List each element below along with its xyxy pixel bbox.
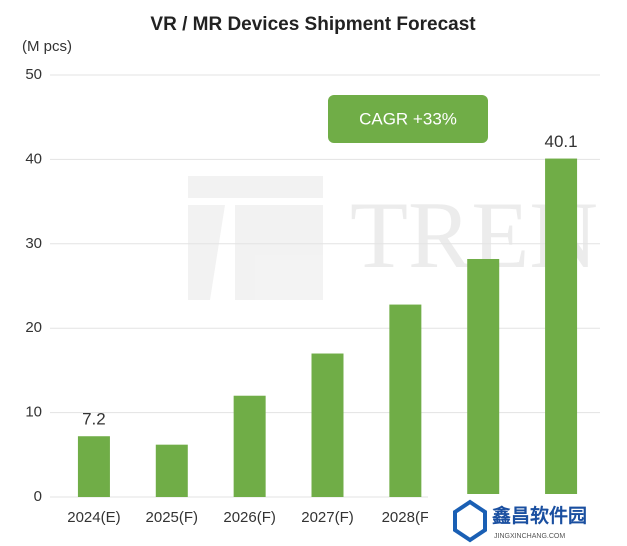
watermark-shape [188, 176, 323, 198]
y-tick-label: 20 [25, 319, 42, 336]
logo: 鑫昌软件园 JINGXINCHANG.COM [428, 494, 627, 546]
x-tick-label: 2025(F) [146, 509, 199, 526]
logo-text: 鑫昌软件园 [491, 504, 587, 527]
annotation: CAGR +33% [359, 109, 457, 128]
bar [77, 436, 110, 497]
y-tick-label: 50 [25, 66, 42, 83]
value-label: 40.1 [545, 132, 578, 151]
y-tick-label: 10 [25, 404, 42, 421]
watermark-shape [188, 205, 225, 300]
x-tick-label: 2027(F) [301, 509, 354, 526]
watermark [188, 176, 323, 300]
value-label: 7.2 [82, 410, 106, 429]
watermark-shape [235, 205, 323, 300]
bar [155, 444, 188, 497]
logo-subtext: JINGXINCHANG.COM [494, 533, 565, 540]
bar [545, 158, 578, 497]
logo-icon [453, 499, 487, 543]
bar [389, 304, 422, 497]
plot: 0 10 20 30 40 50 2024(E) 7.2 2025(F) 2026(F) 2027(… [25, 66, 600, 526]
x-tick-label: 2024(E) [67, 509, 120, 526]
annotation-box [328, 95, 488, 143]
bar [233, 395, 266, 497]
bar [311, 353, 344, 497]
bar [467, 258, 500, 497]
y-tick-label: 40 [25, 150, 42, 167]
y-tick-label: 0 [34, 488, 42, 505]
logo-bg [428, 494, 627, 546]
y-tick-label: 30 [25, 235, 42, 252]
chart-title: VR / MR Devices Shipment Forecast [150, 14, 476, 35]
y-axis-label: (M pcs) [22, 38, 72, 55]
x-tick-label: 2028(F [382, 509, 430, 526]
x-tick-label: 2026(F) [223, 509, 276, 526]
